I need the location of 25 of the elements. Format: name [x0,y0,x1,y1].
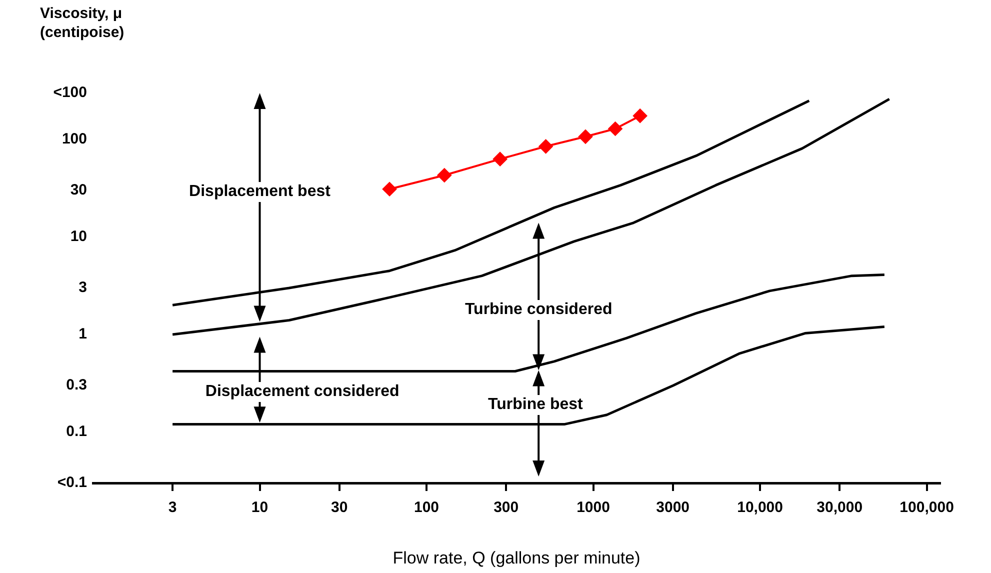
x-tick-label: 100,000 [900,499,954,516]
x-tick-label: 30,000 [816,499,863,516]
x-tick-label: 3000 [656,499,690,516]
x-tick-label: 3 [168,499,177,516]
x-tick-label: 10,000 [737,499,783,516]
x-tick-label: 300 [494,499,519,516]
y-tick-label: 1 [78,326,87,343]
annotation: Displacement best [187,182,332,202]
annotation: Turbine best [486,394,585,415]
y-tick-label: 100 [62,130,87,148]
y-axis-title: Viscosity, μ (centipoise) [40,4,126,42]
x-tick-label: 1000 [576,499,610,516]
y-tick-label: 0.1 [66,423,87,440]
y-tick-label: 3 [78,279,87,296]
y-tick-label: <100 [53,84,87,102]
x-tick-label: 100 [414,499,440,516]
annotation: Turbine considered [462,300,614,320]
x-axis-title: Flow rate, Q (gallons per minute) [392,548,640,568]
x-tick-label: 30 [330,499,348,516]
annotation: Displacement considered [203,382,402,402]
y-tick-label: <0.1 [57,474,87,492]
y-tick-label: 0.3 [66,376,87,394]
y-tick-label: 30 [70,182,87,199]
x-tick-label: 10 [251,499,268,516]
y-tick-label: 10 [70,228,87,246]
